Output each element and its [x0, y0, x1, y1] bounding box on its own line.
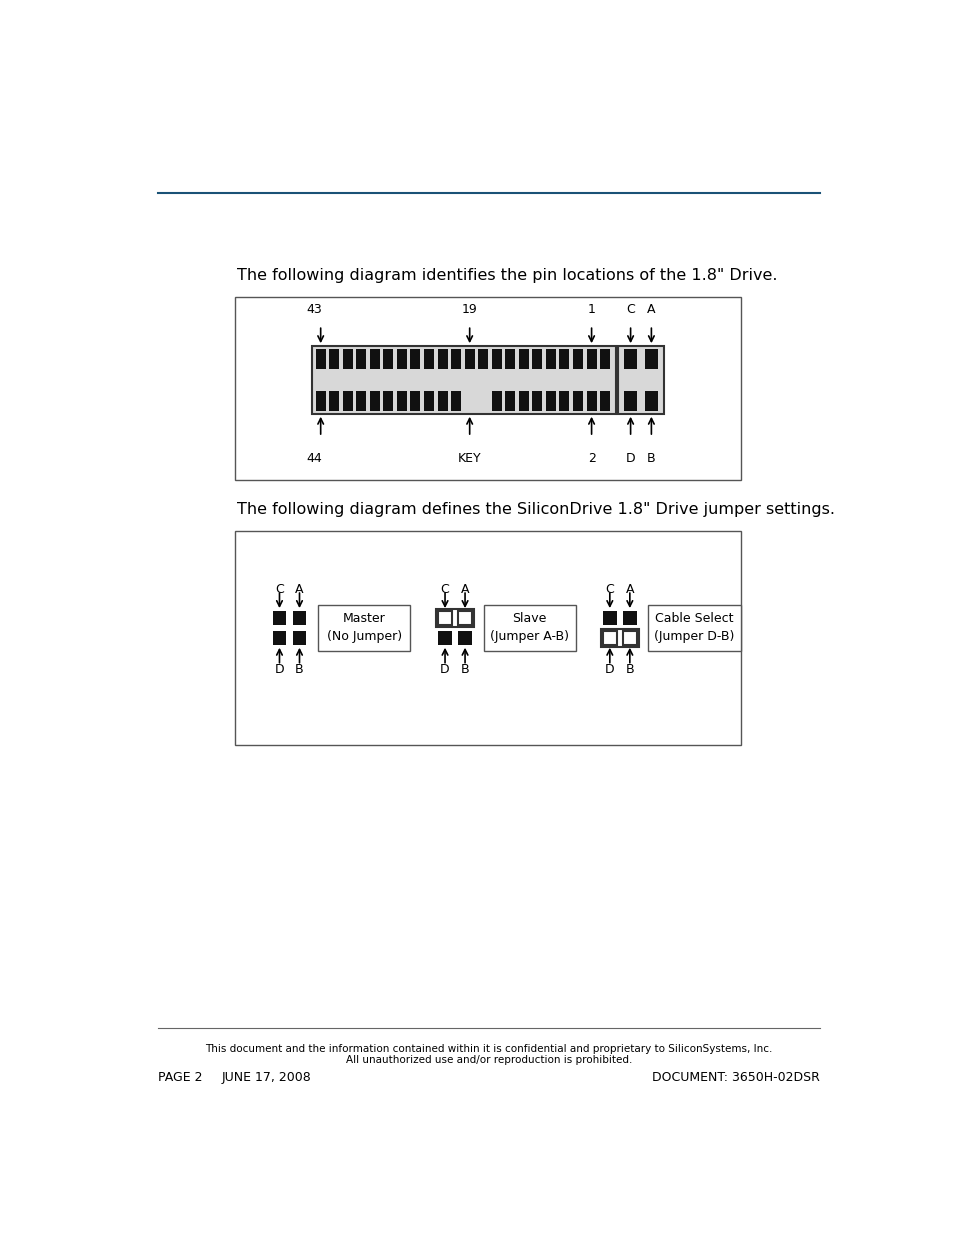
- Bar: [600, 629, 639, 647]
- Bar: [624, 350, 636, 369]
- Bar: [545, 350, 556, 369]
- Bar: [558, 350, 569, 369]
- Bar: [234, 531, 740, 745]
- Bar: [644, 390, 657, 411]
- Text: 2: 2: [587, 452, 595, 466]
- Bar: [329, 350, 339, 369]
- Bar: [586, 350, 596, 369]
- Bar: [622, 611, 636, 625]
- Bar: [437, 390, 447, 411]
- Bar: [644, 350, 657, 369]
- Bar: [599, 390, 610, 411]
- Text: All unauthorized use and/or reproduction is prohibited.: All unauthorized use and/or reproduction…: [345, 1055, 632, 1066]
- Text: Master
(No Jumper): Master (No Jumper): [326, 613, 401, 643]
- Bar: [355, 390, 366, 411]
- Text: A: A: [460, 583, 469, 597]
- Text: 43: 43: [306, 303, 322, 316]
- Bar: [370, 350, 379, 369]
- Text: A: A: [294, 583, 303, 597]
- Bar: [342, 350, 353, 369]
- Bar: [410, 350, 420, 369]
- Bar: [315, 390, 325, 411]
- Bar: [273, 631, 286, 645]
- Text: A: A: [646, 303, 655, 316]
- Text: JUNE 17, 2008: JUNE 17, 2008: [221, 1071, 312, 1083]
- Text: B: B: [460, 663, 469, 677]
- Bar: [396, 390, 407, 411]
- Bar: [457, 611, 472, 625]
- Bar: [602, 631, 616, 645]
- Text: PAGE 2: PAGE 2: [157, 1071, 202, 1083]
- Text: The following diagram defines the SiliconDrive 1.8" Drive jumper settings.: The following diagram defines the Silico…: [237, 503, 834, 517]
- Text: C: C: [605, 583, 614, 597]
- Bar: [342, 390, 353, 411]
- Text: D: D: [625, 452, 635, 466]
- Bar: [505, 390, 515, 411]
- Bar: [491, 350, 501, 369]
- Bar: [518, 390, 528, 411]
- Bar: [464, 350, 475, 369]
- Bar: [624, 390, 636, 411]
- Bar: [457, 631, 472, 645]
- Bar: [618, 346, 664, 414]
- Bar: [545, 390, 556, 411]
- Bar: [293, 631, 306, 645]
- Bar: [586, 390, 596, 411]
- Bar: [396, 350, 407, 369]
- Text: B: B: [646, 452, 655, 466]
- Text: A: A: [625, 583, 634, 597]
- Bar: [648, 605, 740, 651]
- Bar: [423, 390, 434, 411]
- Text: D: D: [274, 663, 284, 677]
- Bar: [477, 350, 488, 369]
- Bar: [532, 390, 542, 411]
- Text: KEY: KEY: [457, 452, 481, 466]
- Text: 19: 19: [461, 303, 477, 316]
- Bar: [436, 609, 474, 627]
- Bar: [505, 350, 515, 369]
- Text: DOCUMENT: 3650H-02DSR: DOCUMENT: 3650H-02DSR: [652, 1071, 820, 1083]
- Bar: [437, 350, 447, 369]
- Text: This document and the information contained within it is confidential and propri: This document and the information contai…: [205, 1044, 772, 1053]
- Bar: [599, 350, 610, 369]
- Text: B: B: [625, 663, 634, 677]
- Bar: [355, 350, 366, 369]
- Text: C: C: [274, 583, 284, 597]
- Bar: [437, 631, 452, 645]
- Bar: [312, 346, 616, 414]
- Bar: [317, 605, 410, 651]
- Bar: [273, 611, 286, 625]
- Bar: [451, 350, 460, 369]
- Bar: [518, 350, 528, 369]
- Bar: [532, 350, 542, 369]
- Text: Cable Select
(Jumper D-B): Cable Select (Jumper D-B): [654, 613, 734, 643]
- Bar: [410, 390, 420, 411]
- Bar: [293, 611, 306, 625]
- Text: The following diagram identifies the pin locations of the 1.8" Drive.: The following diagram identifies the pin…: [237, 268, 777, 283]
- Bar: [383, 350, 393, 369]
- Bar: [573, 350, 582, 369]
- Bar: [573, 390, 582, 411]
- Bar: [234, 296, 740, 480]
- Bar: [558, 390, 569, 411]
- Text: D: D: [604, 663, 614, 677]
- Text: 44: 44: [306, 452, 322, 466]
- Text: 1: 1: [587, 303, 595, 316]
- Text: C: C: [625, 303, 635, 316]
- Text: C: C: [440, 583, 449, 597]
- Bar: [423, 350, 434, 369]
- Bar: [383, 390, 393, 411]
- Bar: [602, 611, 616, 625]
- Bar: [483, 605, 576, 651]
- Bar: [491, 390, 501, 411]
- Bar: [370, 390, 379, 411]
- Bar: [622, 631, 636, 645]
- Bar: [451, 390, 460, 411]
- Bar: [329, 390, 339, 411]
- Bar: [315, 350, 325, 369]
- Text: B: B: [294, 663, 303, 677]
- Text: Slave
(Jumper A-B): Slave (Jumper A-B): [490, 613, 569, 643]
- Bar: [437, 611, 452, 625]
- Text: D: D: [439, 663, 450, 677]
